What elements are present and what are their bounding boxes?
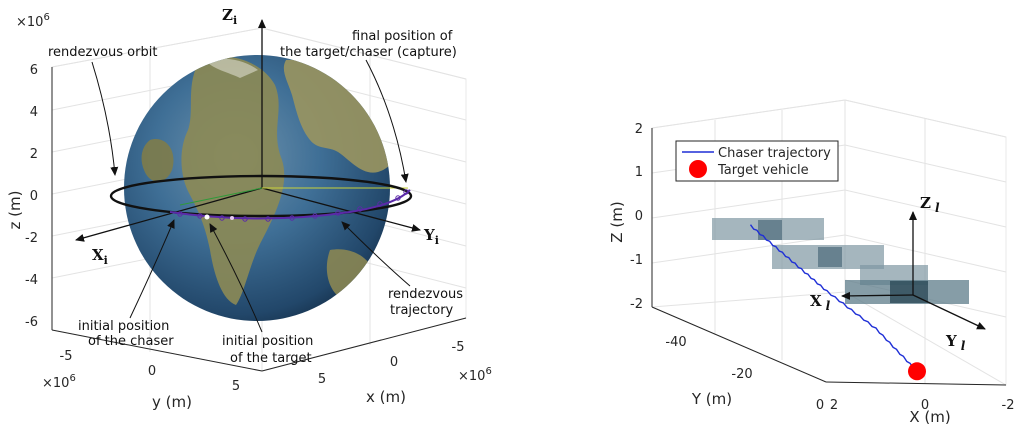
legend: Chaser trajectory Target vehicle — [675, 140, 839, 182]
annotation-initial-target-2: of the target — [230, 351, 312, 366]
vehicle-bodies — [712, 218, 969, 304]
chaser-trajectory-line — [749, 224, 918, 372]
right-x-axis-label: X (m) — [909, 408, 950, 425]
right-y-axis-label: Y (m) — [691, 390, 732, 408]
right-x-tick-label: -2 — [1002, 398, 1015, 413]
x-tick-label: -5 — [452, 340, 465, 355]
left-panel: 6 4 2 0 -2 -4 -6 z (m) ×106 ×106 ×106 -5… — [6, 6, 492, 411]
left-z-ticks: 6 4 2 0 -2 -4 -6 — [25, 63, 38, 330]
left-x-axis-line — [261, 317, 467, 372]
chaser-direction-line — [179, 187, 263, 206]
legend-circle-swatch — [689, 160, 707, 178]
right-x-tick-label: 2 — [830, 398, 838, 413]
yi-frame-label: Yi — [423, 226, 439, 247]
right-x-axis-line — [825, 381, 1007, 386]
annotation-initial-target-1: initial position — [222, 334, 313, 349]
exponent-label-y: ×106 — [42, 373, 76, 391]
annotation-arrow — [209, 223, 263, 333]
left-x-axis-label: x (m) — [366, 388, 406, 406]
annotation-initial-chaser-2: of the chaser — [88, 334, 174, 349]
xi-axis-arrow — [75, 187, 263, 242]
annotation-rendezvous-orbit: rendezvous orbit — [48, 45, 157, 60]
annotation-initial-chaser-1: initial position — [78, 319, 169, 334]
right-y-tick-label: 0 — [816, 398, 824, 413]
right-x-tick-label: 0 — [921, 398, 929, 413]
yi-axis-arrow — [261, 187, 421, 232]
annotation-arrow — [129, 219, 175, 319]
right-y-axis-line — [651, 306, 827, 383]
initial-target-marker — [204, 214, 210, 220]
z-tick-label: 2 — [30, 147, 38, 162]
exponent-label-z: ×106 — [16, 12, 50, 30]
z-tick-label: -2 — [25, 231, 38, 246]
right-panel: 2 1 0 -1 -2 Z (m) -40 -20 0 Y (m) 2 0 -2… — [608, 99, 1015, 425]
trajectory-markers — [177, 189, 409, 222]
y-tick-label: 5 — [232, 379, 240, 394]
initial-chaser-marker — [230, 216, 234, 220]
z-tick-label: 0 — [30, 189, 38, 204]
z-tick-label: -6 — [25, 315, 38, 330]
earth-globe — [124, 55, 390, 321]
annotation-final-position-1: final position of — [352, 29, 453, 44]
left-y-axis-label: y (m) — [152, 393, 192, 411]
x-tick-label: 0 — [390, 355, 398, 370]
annotation-arrow — [365, 59, 409, 183]
exponent-label-x: ×106 — [458, 366, 492, 384]
y-tick-label: 0 — [148, 364, 156, 379]
annotation-arrow — [341, 221, 411, 287]
zi-frame-label: Zi — [222, 6, 237, 27]
annotation-final-position-2: the target/chaser (capture) — [280, 45, 457, 60]
annotation-rendezvous-trajectory-2: trajectory — [390, 303, 454, 318]
annotation-arrow — [91, 61, 119, 176]
z-tick-label: 4 — [30, 105, 38, 120]
right-z-axis-label: Z (m) — [608, 201, 626, 242]
z-tick-label: 6 — [30, 63, 38, 78]
right-z-tick-label: -2 — [630, 297, 643, 312]
left-z-axis-label: z (m) — [6, 191, 24, 230]
right-z-tick-label: 0 — [635, 209, 643, 224]
right-z-tick-label: -1 — [630, 253, 643, 268]
rendezvous-trajectory — [169, 189, 411, 220]
z-tick-label: -4 — [25, 273, 38, 288]
legend-entry-target: Target vehicle — [717, 163, 809, 178]
right-y-tick-label: -40 — [665, 335, 686, 350]
xl-axis-arrow — [841, 291, 914, 300]
right-z-tick-label: 1 — [635, 165, 643, 180]
legend-entry-chaser: Chaser trajectory — [718, 146, 831, 161]
annotation-rendezvous-trajectory-1: rendezvous — [388, 287, 463, 302]
right-z-tick-label: 2 — [635, 122, 643, 137]
y-tick-label: -5 — [60, 349, 73, 364]
xi-frame-label: Xi — [92, 246, 108, 267]
right-y-tick-label: -20 — [731, 367, 752, 382]
left-y-axis-line — [51, 329, 263, 372]
target-vehicle-marker — [908, 362, 926, 381]
yl-axis-arrow — [912, 294, 986, 330]
x-tick-label: 5 — [318, 372, 326, 387]
rendezvous-orbit — [109, 174, 413, 218]
